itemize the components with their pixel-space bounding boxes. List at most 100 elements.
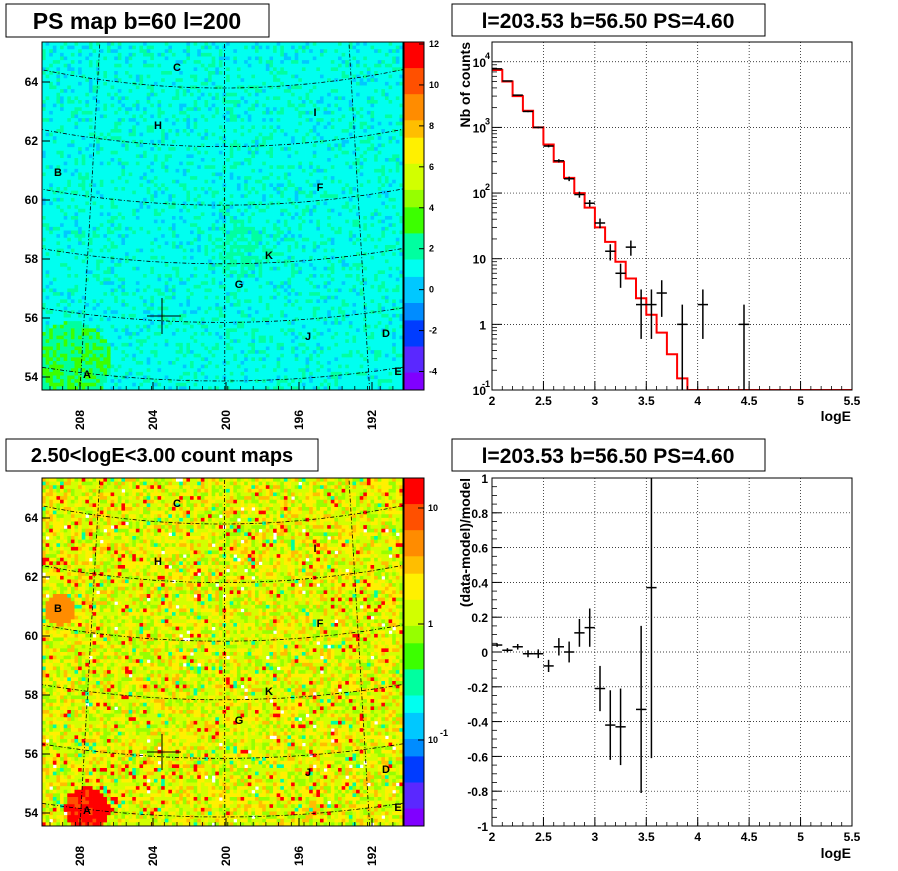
heatmap-cell xyxy=(215,60,220,65)
heatmap-cell xyxy=(132,143,137,148)
heatmap-cell xyxy=(78,118,83,123)
heatmap-cell xyxy=(208,194,213,199)
heatmap-cell xyxy=(247,129,252,134)
heatmap-cell xyxy=(233,49,238,54)
heatmap-cell xyxy=(392,197,397,202)
heatmap-cell xyxy=(236,183,241,188)
heatmap-cell xyxy=(157,81,162,86)
heatmap-cell xyxy=(366,143,371,148)
heatmap-cell xyxy=(218,165,223,170)
heatmap-cell xyxy=(363,187,368,192)
heatmap-cell xyxy=(352,114,357,119)
heatmap-cell xyxy=(273,107,278,112)
heatmap-cell xyxy=(254,85,259,90)
heatmap-cell xyxy=(143,52,148,57)
heatmap-cell xyxy=(92,45,97,50)
heatmap-cell xyxy=(200,45,205,50)
heatmap-cell xyxy=(56,136,61,141)
heatmap-cell xyxy=(366,179,371,184)
heatmap-cell xyxy=(70,60,75,65)
heatmap-cell xyxy=(106,205,111,210)
heatmap-cell xyxy=(370,216,375,221)
heatmap-cell xyxy=(273,125,278,130)
heatmap-cell xyxy=(388,154,393,159)
heatmap-cell xyxy=(60,78,65,83)
heatmap-cell xyxy=(384,129,389,134)
heatmap-cell xyxy=(323,150,328,155)
heatmap-cell xyxy=(85,219,90,224)
heatmap-cell xyxy=(323,161,328,166)
heatmap-cell xyxy=(146,197,151,202)
heatmap-cell xyxy=(81,154,86,159)
heatmap-cell xyxy=(88,187,93,192)
heatmap-cell xyxy=(276,201,281,206)
heatmap-cell xyxy=(323,125,328,130)
heatmap-cell xyxy=(280,89,285,94)
heatmap-cell xyxy=(63,118,68,123)
heatmap-cell xyxy=(262,197,267,202)
heatmap-cell xyxy=(338,194,343,199)
heatmap-cell xyxy=(99,129,104,134)
heatmap-cell xyxy=(352,81,357,86)
heatmap-cell xyxy=(240,176,245,181)
heatmap-cell xyxy=(247,201,252,206)
heatmap-cell xyxy=(110,114,115,119)
heatmap-cell xyxy=(182,183,187,188)
heatmap-cell xyxy=(356,49,361,54)
heatmap-cell xyxy=(305,194,310,199)
heatmap-cell xyxy=(276,150,281,155)
heatmap-cell xyxy=(63,129,68,134)
heatmap-cell xyxy=(150,121,155,126)
heatmap-cell xyxy=(262,219,267,224)
heatmap-cell xyxy=(157,63,162,68)
heatmap-cell xyxy=(164,150,169,155)
heatmap-cell xyxy=(384,183,389,188)
heatmap-cell xyxy=(338,63,343,68)
heatmap-cell xyxy=(153,42,158,47)
heatmap-cell xyxy=(78,107,83,112)
heatmap-cell xyxy=(197,100,202,105)
heatmap-cell xyxy=(128,208,133,213)
heatmap-cell xyxy=(359,143,364,148)
heatmap-cell xyxy=(392,132,397,137)
heatmap-cell xyxy=(179,71,184,76)
heatmap-cell xyxy=(182,49,187,54)
heatmap-cell xyxy=(316,187,321,192)
heatmap-cell xyxy=(103,103,108,108)
heatmap-cell xyxy=(348,78,353,83)
heatmap-cell xyxy=(301,216,306,221)
heatmap-cell xyxy=(85,205,90,210)
heatmap-cell xyxy=(258,205,263,210)
heatmap-cell xyxy=(276,81,281,86)
heatmap-cell xyxy=(294,49,299,54)
heatmap-cell xyxy=(374,219,379,224)
heatmap-cell xyxy=(96,103,101,108)
heatmap-cell xyxy=(283,67,288,72)
heatmap-cell xyxy=(269,147,274,152)
heatmap-cell xyxy=(218,161,223,166)
heatmap-cell xyxy=(200,179,205,184)
heatmap-cell xyxy=(193,92,198,97)
heatmap-cell xyxy=(388,143,393,148)
heatmap-cell xyxy=(103,81,108,86)
heatmap-cell xyxy=(197,78,202,83)
heatmap-cell xyxy=(262,89,267,94)
heatmap-cell xyxy=(399,49,403,54)
heatmap-cell xyxy=(186,107,191,112)
heatmap-cell xyxy=(121,201,126,206)
heatmap-cell xyxy=(262,71,267,76)
heatmap-cell xyxy=(88,67,93,72)
heatmap-cell xyxy=(240,45,245,50)
heatmap-cell xyxy=(273,129,278,134)
heatmap-cell xyxy=(70,136,75,141)
heatmap-cell xyxy=(218,67,223,72)
heatmap-cell xyxy=(388,114,393,119)
heatmap-cell xyxy=(215,194,220,199)
heatmap-cell xyxy=(395,176,400,181)
heatmap-cell xyxy=(280,63,285,68)
heatmap-cell xyxy=(341,190,346,195)
heatmap-cell xyxy=(70,125,75,130)
heatmap-cell xyxy=(348,183,353,188)
heatmap-cell xyxy=(208,45,213,50)
heatmap-cell xyxy=(370,176,375,181)
